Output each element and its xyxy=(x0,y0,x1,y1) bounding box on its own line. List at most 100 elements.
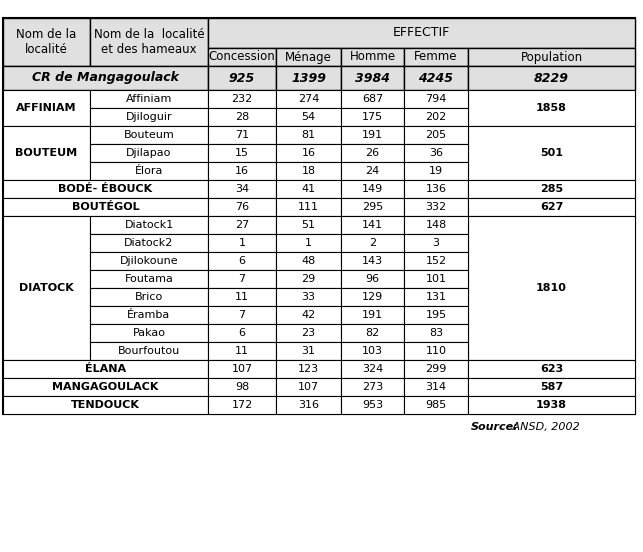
Text: Djiloguir: Djiloguir xyxy=(125,112,172,122)
Bar xyxy=(276,306,341,324)
Bar xyxy=(276,360,341,378)
Bar xyxy=(404,162,468,180)
Text: 202: 202 xyxy=(426,112,447,122)
Text: 285: 285 xyxy=(540,184,563,194)
Text: 19: 19 xyxy=(429,166,443,176)
Bar xyxy=(276,90,341,108)
Text: 29: 29 xyxy=(302,274,316,284)
Text: Brico: Brico xyxy=(135,292,163,302)
Bar xyxy=(208,324,276,342)
Text: 501: 501 xyxy=(540,148,563,158)
Text: 172: 172 xyxy=(231,400,253,410)
Text: 81: 81 xyxy=(302,130,316,140)
Bar xyxy=(208,198,276,216)
Bar xyxy=(276,270,341,288)
Bar xyxy=(276,288,341,306)
Text: Source:: Source: xyxy=(471,422,519,432)
Text: 3984: 3984 xyxy=(355,72,390,84)
Text: 205: 205 xyxy=(426,130,446,140)
Text: Femme: Femme xyxy=(414,50,458,63)
Bar xyxy=(3,216,90,360)
Text: 76: 76 xyxy=(235,202,249,212)
Bar xyxy=(208,396,276,414)
Text: 41: 41 xyxy=(302,184,316,194)
Text: 51: 51 xyxy=(302,220,316,230)
Text: 131: 131 xyxy=(426,292,446,302)
Text: 623: 623 xyxy=(540,364,563,374)
Bar xyxy=(341,378,404,396)
Text: 31: 31 xyxy=(302,346,316,356)
Bar xyxy=(276,234,341,252)
Text: 82: 82 xyxy=(365,328,379,338)
Text: Diatock2: Diatock2 xyxy=(124,238,174,248)
Text: 299: 299 xyxy=(425,364,447,374)
Text: 232: 232 xyxy=(231,94,253,104)
Text: 48: 48 xyxy=(302,256,316,266)
Text: CR de Mangagoulack: CR de Mangagoulack xyxy=(32,72,179,84)
Bar xyxy=(3,18,90,66)
Bar xyxy=(468,216,635,360)
Bar xyxy=(90,162,208,180)
Text: 71: 71 xyxy=(235,130,249,140)
Bar xyxy=(208,234,276,252)
Bar xyxy=(468,378,635,396)
Bar xyxy=(208,126,276,144)
Text: 26: 26 xyxy=(365,148,379,158)
Text: 111: 111 xyxy=(298,202,319,212)
Text: Nom de la  localité
et des hameaux: Nom de la localité et des hameaux xyxy=(94,28,204,56)
Bar xyxy=(3,90,90,126)
Bar xyxy=(468,48,635,66)
Bar xyxy=(404,198,468,216)
Text: 34: 34 xyxy=(235,184,249,194)
Bar xyxy=(208,360,276,378)
Bar xyxy=(341,270,404,288)
Bar xyxy=(404,288,468,306)
Text: 33: 33 xyxy=(302,292,316,302)
Bar xyxy=(341,396,404,414)
Bar xyxy=(3,18,635,414)
Text: 107: 107 xyxy=(298,382,319,392)
Bar xyxy=(404,252,468,270)
Bar xyxy=(276,180,341,198)
Text: Ménage: Ménage xyxy=(285,50,332,63)
Bar xyxy=(341,234,404,252)
Text: Éramba: Éramba xyxy=(127,310,170,320)
Text: DIATOCK: DIATOCK xyxy=(19,283,74,293)
Bar xyxy=(341,144,404,162)
Bar xyxy=(404,126,468,144)
Bar xyxy=(208,342,276,360)
Bar xyxy=(341,66,404,90)
Text: 7: 7 xyxy=(239,310,246,320)
Text: 16: 16 xyxy=(302,148,316,158)
Text: BOUTÉGOL: BOUTÉGOL xyxy=(71,202,140,212)
Bar xyxy=(341,108,404,126)
Bar xyxy=(404,180,468,198)
Text: Bouteum: Bouteum xyxy=(123,130,174,140)
Text: 687: 687 xyxy=(362,94,383,104)
Text: 149: 149 xyxy=(362,184,383,194)
Bar xyxy=(341,360,404,378)
Text: 11: 11 xyxy=(235,346,249,356)
Bar xyxy=(404,144,468,162)
Bar xyxy=(90,252,208,270)
Bar xyxy=(341,252,404,270)
Text: 627: 627 xyxy=(540,202,563,212)
Bar xyxy=(404,216,468,234)
Text: 1: 1 xyxy=(305,238,312,248)
Text: 3: 3 xyxy=(433,238,440,248)
Bar xyxy=(276,162,341,180)
Bar xyxy=(341,342,404,360)
Bar xyxy=(90,324,208,342)
Bar xyxy=(90,144,208,162)
Bar xyxy=(90,216,208,234)
Text: AFFINIAM: AFFINIAM xyxy=(16,103,77,113)
Bar xyxy=(3,180,208,198)
Text: 141: 141 xyxy=(362,220,383,230)
Bar xyxy=(404,234,468,252)
Bar xyxy=(208,162,276,180)
Bar xyxy=(90,342,208,360)
Text: Foutama: Foutama xyxy=(125,274,174,284)
Text: ANSD, 2002: ANSD, 2002 xyxy=(509,422,580,432)
Text: 11: 11 xyxy=(235,292,249,302)
Text: 96: 96 xyxy=(365,274,379,284)
